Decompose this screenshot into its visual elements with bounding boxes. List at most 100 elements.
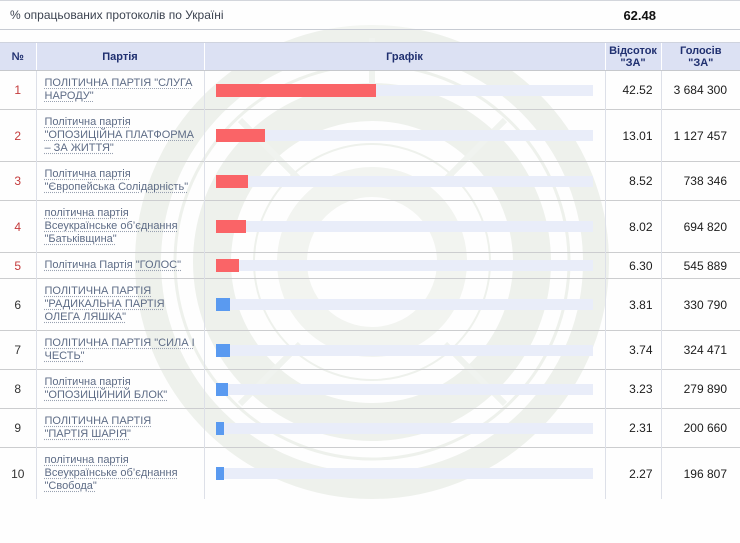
percent-value: 6.30 (604, 252, 661, 279)
column-header-votes: Голосів "ЗА" (660, 42, 740, 71)
percent-value: 3.23 (604, 369, 661, 409)
bar-cell (203, 408, 605, 448)
party-link[interactable]: ПОЛІТИЧНА ПАРТІЯ "СЛУГА НАРОДУ" (44, 77, 193, 102)
protocols-processed-strip: % опрацьованих протоколів по Україні 62.… (0, 0, 740, 30)
party-link[interactable]: ПОЛІТИЧНА ПАРТІЯ "РАДИКАЛЬНА ПАРТІЯ ОЛЕГ… (44, 285, 165, 323)
percent-value: 8.02 (604, 200, 661, 253)
result-bar (215, 382, 228, 396)
party-cell: Політична партія "Європейська Солідарніс… (35, 161, 204, 201)
bar-cell (203, 278, 605, 331)
column-header-chart: Графік (203, 42, 605, 71)
party-cell: Політична партія "ОПОЗИЦІЙНА ПЛАТФОРМА –… (35, 109, 204, 162)
rank-number: 7 (0, 330, 36, 370)
rank-number: 4 (0, 200, 36, 253)
rank-number: 9 (0, 408, 36, 448)
party-link[interactable]: політична партія Всеукраїнське об’єднанн… (44, 454, 178, 492)
bar-track (215, 382, 593, 396)
election-results-table: № Партія Графік Відсоток "ЗА" Голосів "З… (0, 42, 740, 499)
bar-track (215, 259, 593, 272)
rank-number: 5 (0, 252, 36, 279)
votes-value: 545 889 (660, 252, 740, 279)
bar-cell (203, 369, 605, 409)
party-cell: Політична Партія "ГОЛОС" (35, 252, 204, 279)
party-cell: політична партія Всеукраїнське об’єднанн… (35, 200, 204, 253)
votes-value: 738 346 (660, 161, 740, 201)
result-bar (215, 129, 265, 142)
rank-number: 3 (0, 161, 36, 201)
party-cell: ПОЛІТИЧНА ПАРТІЯ "РАДИКАЛЬНА ПАРТІЯ ОЛЕГ… (35, 278, 204, 331)
bar-cell (203, 252, 605, 279)
bar-track (215, 421, 593, 435)
column-header-percent: Відсоток "ЗА" (604, 42, 661, 71)
table-row: 10 політична партія Всеукраїнське об’єдна… (0, 447, 740, 499)
result-bar (215, 83, 376, 97)
table-row: 6 ПОЛІТИЧНА ПАРТІЯ "РАДИКАЛЬНА ПАРТІЯ ОЛЕ… (0, 278, 740, 331)
party-cell: Політична партія "ОПОЗИЦІЙНИЙ БЛОК" (35, 369, 204, 409)
bar-cell (203, 161, 605, 201)
result-bar (215, 421, 225, 435)
bar-cell (203, 330, 605, 370)
votes-value: 1 127 457 (660, 109, 740, 162)
table-row: 1 ПОЛІТИЧНА ПАРТІЯ "СЛУГА НАРОДУ" 42.52 3 6… (0, 70, 740, 110)
table-row: 7 ПОЛІТИЧНА ПАРТІЯ "СИЛА І ЧЕСТЬ" 3.74 324 … (0, 330, 740, 370)
rank-number: 8 (0, 369, 36, 409)
party-link[interactable]: Політична партія "ОПОЗИЦІЙНИЙ БЛОК" (44, 376, 168, 401)
votes-value: 330 790 (660, 278, 740, 331)
party-link[interactable]: Політична партія "Європейська Солідарніс… (44, 168, 189, 193)
party-link[interactable]: ПОЛІТИЧНА ПАРТІЯ "ПАРТІЯ ШАРІЯ" (44, 415, 152, 440)
table-row: 2 Політична партія "ОПОЗИЦІЙНА ПЛАТФОРМА … (0, 109, 740, 162)
percent-value: 2.27 (604, 447, 661, 499)
party-cell: ПОЛІТИЧНА ПАРТІЯ "ПАРТІЯ ШАРІЯ" (35, 408, 204, 448)
rank-number: 1 (14, 83, 22, 97)
bar-track (215, 298, 593, 311)
percent-value: 13.01 (604, 109, 661, 162)
bar-track (215, 174, 593, 188)
percent-value: 3.74 (604, 330, 661, 370)
table-header-row: № Партія Графік Відсоток "ЗА" Голосів "З… (0, 42, 740, 71)
result-bar (215, 343, 230, 357)
party-link[interactable]: Політична партія "ОПОЗИЦІЙНА ПЛАТФОРМА –… (44, 116, 195, 154)
votes-value: 196 807 (660, 447, 740, 499)
votes-value: 200 660 (660, 408, 740, 448)
result-bar (215, 467, 225, 480)
result-bar (215, 259, 240, 272)
bar-track (215, 129, 593, 142)
party-link[interactable]: політична партія Всеукраїнське об’єднанн… (44, 207, 178, 245)
table-row: 4 політична партія Всеукраїнське об’єднан… (0, 200, 740, 253)
bar-track (215, 467, 593, 480)
bar-cell (203, 109, 605, 162)
votes-value: 3 684 300 (660, 70, 740, 110)
table-row: 8 Політична партія "ОПОЗИЦІЙНИЙ БЛОК" 3.23… (0, 369, 740, 409)
bar-cell (203, 447, 605, 499)
table-row: 9 ПОЛІТИЧНА ПАРТІЯ "ПАРТІЯ ШАРІЯ" 2.31 200 … (0, 408, 740, 448)
bar-track (215, 220, 593, 233)
votes-value: 279 890 (660, 369, 740, 409)
protocols-processed-label: % опрацьованих протоколів по Україні (10, 8, 224, 22)
party-cell: ПОЛІТИЧНА ПАРТІЯ "СИЛА І ЧЕСТЬ" (35, 330, 204, 370)
party-link[interactable]: ПОЛІТИЧНА ПАРТІЯ "СИЛА І ЧЕСТЬ" (44, 337, 195, 362)
percent-value: 8.52 (604, 161, 661, 201)
bar-cell (203, 200, 605, 253)
percent-value: 2.31 (604, 408, 661, 448)
bar-track (215, 343, 593, 357)
column-header-party: Партія (35, 42, 204, 71)
table-row: 3 Політична партія "Європейська Солідарні… (0, 161, 740, 201)
protocols-processed-value: 62.48 (623, 7, 656, 23)
rank-number: 10 (0, 447, 36, 499)
bar-track (215, 83, 593, 97)
result-bar (215, 174, 248, 188)
result-bar (215, 298, 230, 311)
rank-number: 6 (0, 278, 36, 331)
result-bar (215, 220, 246, 233)
party-cell: ПОЛІТИЧНА ПАРТІЯ "СЛУГА НАРОДУ" (35, 70, 204, 110)
rank-number: 2 (0, 109, 36, 162)
percent-value: 3.81 (604, 278, 661, 331)
percent-value: 42.52 (604, 70, 661, 110)
votes-value: 694 820 (660, 200, 740, 253)
votes-value: 324 471 (660, 330, 740, 370)
column-header-number: № (0, 42, 36, 71)
bar-cell (203, 70, 605, 110)
table-row: 5 Політична Партія "ГОЛОС" 6.30 545 889 (0, 252, 740, 279)
party-cell: політична партія Всеукраїнське об’єднанн… (35, 447, 204, 499)
party-link[interactable]: Політична Партія "ГОЛОС" (44, 259, 182, 271)
